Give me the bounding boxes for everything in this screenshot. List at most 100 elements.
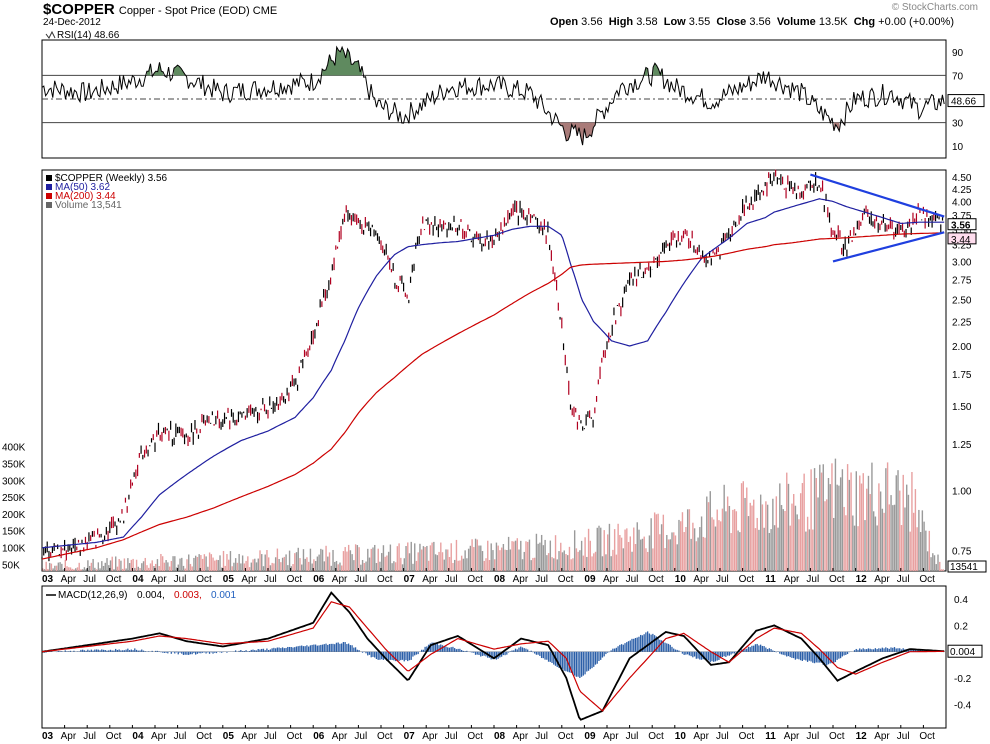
- volume-bar: [937, 554, 939, 571]
- volume-bar: [269, 565, 272, 571]
- macd-histogram-bar: [612, 648, 614, 652]
- volume-bar: [314, 561, 317, 571]
- volume-bar: [549, 540, 552, 571]
- volume-bar: [116, 566, 119, 571]
- macd-histogram-bar: [186, 651, 188, 655]
- volume-bar: [186, 559, 188, 571]
- volume-bar: [221, 567, 223, 571]
- volume-bar: [184, 568, 186, 571]
- volume-bar: [361, 559, 364, 571]
- volume-bar: [210, 554, 213, 571]
- volume-bar: [332, 549, 334, 571]
- volume-value: 13.5K: [818, 16, 848, 28]
- volume-bar: [450, 543, 452, 571]
- price-x-label: Oct: [196, 574, 212, 585]
- volume-bar: [500, 547, 503, 571]
- volume-bar: [714, 526, 717, 571]
- volume-bar: [909, 531, 911, 571]
- macd-histogram-bar: [113, 650, 115, 652]
- price-x-label: Jul: [354, 574, 367, 585]
- volume-bar: [542, 545, 545, 571]
- volume-bar: [200, 555, 202, 571]
- macd-histogram-bar: [721, 651, 724, 657]
- macd-histogram-bar: [459, 648, 461, 652]
- macd-histogram-bar: [59, 651, 61, 652]
- macd-histogram-bar: [789, 651, 791, 658]
- volume-bar: [455, 539, 458, 571]
- macd-x-label: Oct: [467, 731, 483, 742]
- macd-histogram-bar: [626, 642, 628, 652]
- volume-bar: [629, 536, 631, 571]
- macd-histogram-bar: [551, 651, 553, 663]
- macd-histogram-bar: [916, 650, 918, 652]
- volume-bar: [113, 569, 115, 571]
- macd-histogram-bar: [747, 646, 750, 652]
- volume-bar: [791, 503, 793, 571]
- macd-histogram-bar: [318, 645, 320, 652]
- volume-current-label: 13541: [950, 562, 978, 573]
- macd-histogram-bar: [101, 649, 103, 652]
- volume-bar: [375, 563, 378, 571]
- volume-bar: [523, 551, 525, 571]
- macd-histogram-bar: [911, 649, 913, 652]
- volume-bar: [794, 505, 797, 571]
- volume-bar: [447, 549, 449, 571]
- macd-histogram-bar: [537, 651, 539, 655]
- macd-histogram-bar: [309, 645, 312, 652]
- volume-bar: [876, 525, 878, 571]
- macd-histogram-bar: [271, 648, 273, 652]
- volume-bar: [839, 477, 842, 571]
- volume-bar: [76, 567, 79, 571]
- macd-histogram-bar: [839, 651, 842, 659]
- macd-histogram-bar: [699, 651, 701, 660]
- macd-histogram-bar: [770, 649, 772, 652]
- macd-x-label: Jul: [806, 731, 819, 742]
- volume-bar: [561, 552, 564, 571]
- macd-histogram-bar: [109, 649, 112, 652]
- macd-histogram-bar: [674, 649, 677, 652]
- macd-histogram-bar: [45, 651, 47, 653]
- volume-bar: [434, 554, 437, 571]
- volume-bar: [673, 532, 675, 571]
- macd-histogram-bar: [678, 650, 680, 652]
- volume-bar: [900, 525, 903, 571]
- macd-histogram-bar: [92, 650, 94, 652]
- macd-histogram-bar: [892, 647, 894, 652]
- brand-watermark: © StockCharts.com: [891, 2, 978, 13]
- volume-bar: [339, 562, 341, 571]
- volume-bar: [744, 497, 746, 571]
- volume-bar: [57, 562, 60, 571]
- macd-histogram-bar: [408, 651, 411, 661]
- volume-tick-label: 350K: [2, 460, 26, 471]
- price-x-label: Apr: [151, 574, 167, 585]
- volume-bar: [773, 525, 776, 571]
- macd-histogram-bar: [368, 651, 371, 655]
- volume-bar: [874, 516, 877, 571]
- price-tick-label: 2.00: [952, 342, 972, 353]
- volume-bar: [485, 558, 487, 571]
- macd-tick-label: 0.4: [954, 595, 968, 606]
- macd-histogram-bar: [302, 646, 305, 652]
- macd-histogram-bar: [794, 651, 797, 660]
- volume-bar: [921, 510, 924, 571]
- macd-histogram-bar: [115, 648, 117, 652]
- macd-histogram-bar: [316, 645, 318, 652]
- price-x-label: Apr: [603, 574, 619, 585]
- macd-histogram-bar: [384, 651, 386, 660]
- volume-bar: [530, 560, 532, 571]
- macd-histogram-bar: [417, 651, 419, 655]
- macd-histogram-bar: [203, 651, 205, 653]
- macd-histogram-bar: [535, 651, 538, 655]
- volume-tick-label: 150K: [2, 527, 26, 538]
- macd-histogram-bar: [297, 646, 299, 652]
- macd-histogram-bar: [640, 634, 642, 652]
- volume-bar: [551, 557, 553, 571]
- volume-bar: [923, 521, 925, 571]
- volume-bar: [233, 562, 235, 571]
- volume-bar: [553, 558, 555, 571]
- volume-bar: [325, 545, 327, 571]
- macd-histogram-bar: [878, 648, 880, 652]
- volume-bar: [441, 552, 444, 571]
- volume-bar: [297, 547, 299, 571]
- volume-bar: [443, 559, 445, 571]
